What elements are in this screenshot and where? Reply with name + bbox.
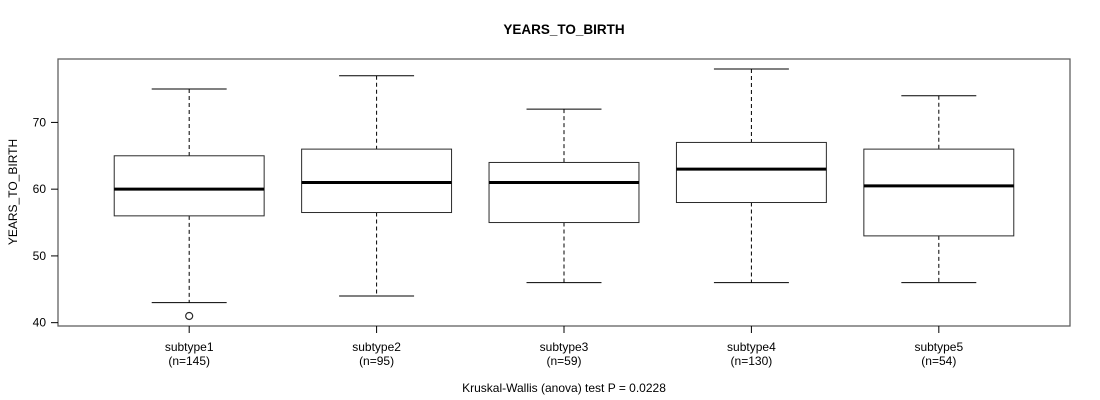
y-tick-label: 70 [33,115,47,129]
stat-test-caption: Kruskal-Wallis (anova) test P = 0.0228 [462,381,666,395]
iqr-box-subtype1 [113,155,265,217]
group-size-label-subtype5: (n=54) [921,354,956,368]
x-tick-label-subtype1: subtype1 [165,340,214,354]
y-tick-label: 50 [33,249,47,263]
iqr-box-subtype5 [863,148,1015,237]
y-tick-label: 60 [33,182,47,196]
y-tick-label: 40 [33,316,47,330]
x-tick-label-subtype3: subtype3 [540,340,589,354]
group-size-label-subtype1: (n=145) [168,354,210,368]
plot-content: 40 50 60 70 subtype1(n=145) subtype2(n=95) sub… [33,68,1015,368]
iqr-box-subtype2 [301,148,453,214]
x-tick-label-subtype4: subtype4 [727,340,776,354]
group-size-label-subtype3: (n=59) [546,354,581,368]
iqr-box-subtype4 [675,141,827,204]
x-tick-label-subtype5: subtype5 [914,340,963,354]
chart-title: YEARS_TO_BIRTH [503,22,624,37]
y-axis-label: YEARS_TO_BIRTH [6,139,20,245]
x-tick-label-subtype2: subtype2 [352,340,401,354]
outlier-point-subtype1 [185,311,194,321]
group-size-label-subtype4: (n=130) [731,354,773,368]
group-size-label-subtype2: (n=95) [359,354,394,368]
iqr-box-subtype3 [488,161,640,224]
